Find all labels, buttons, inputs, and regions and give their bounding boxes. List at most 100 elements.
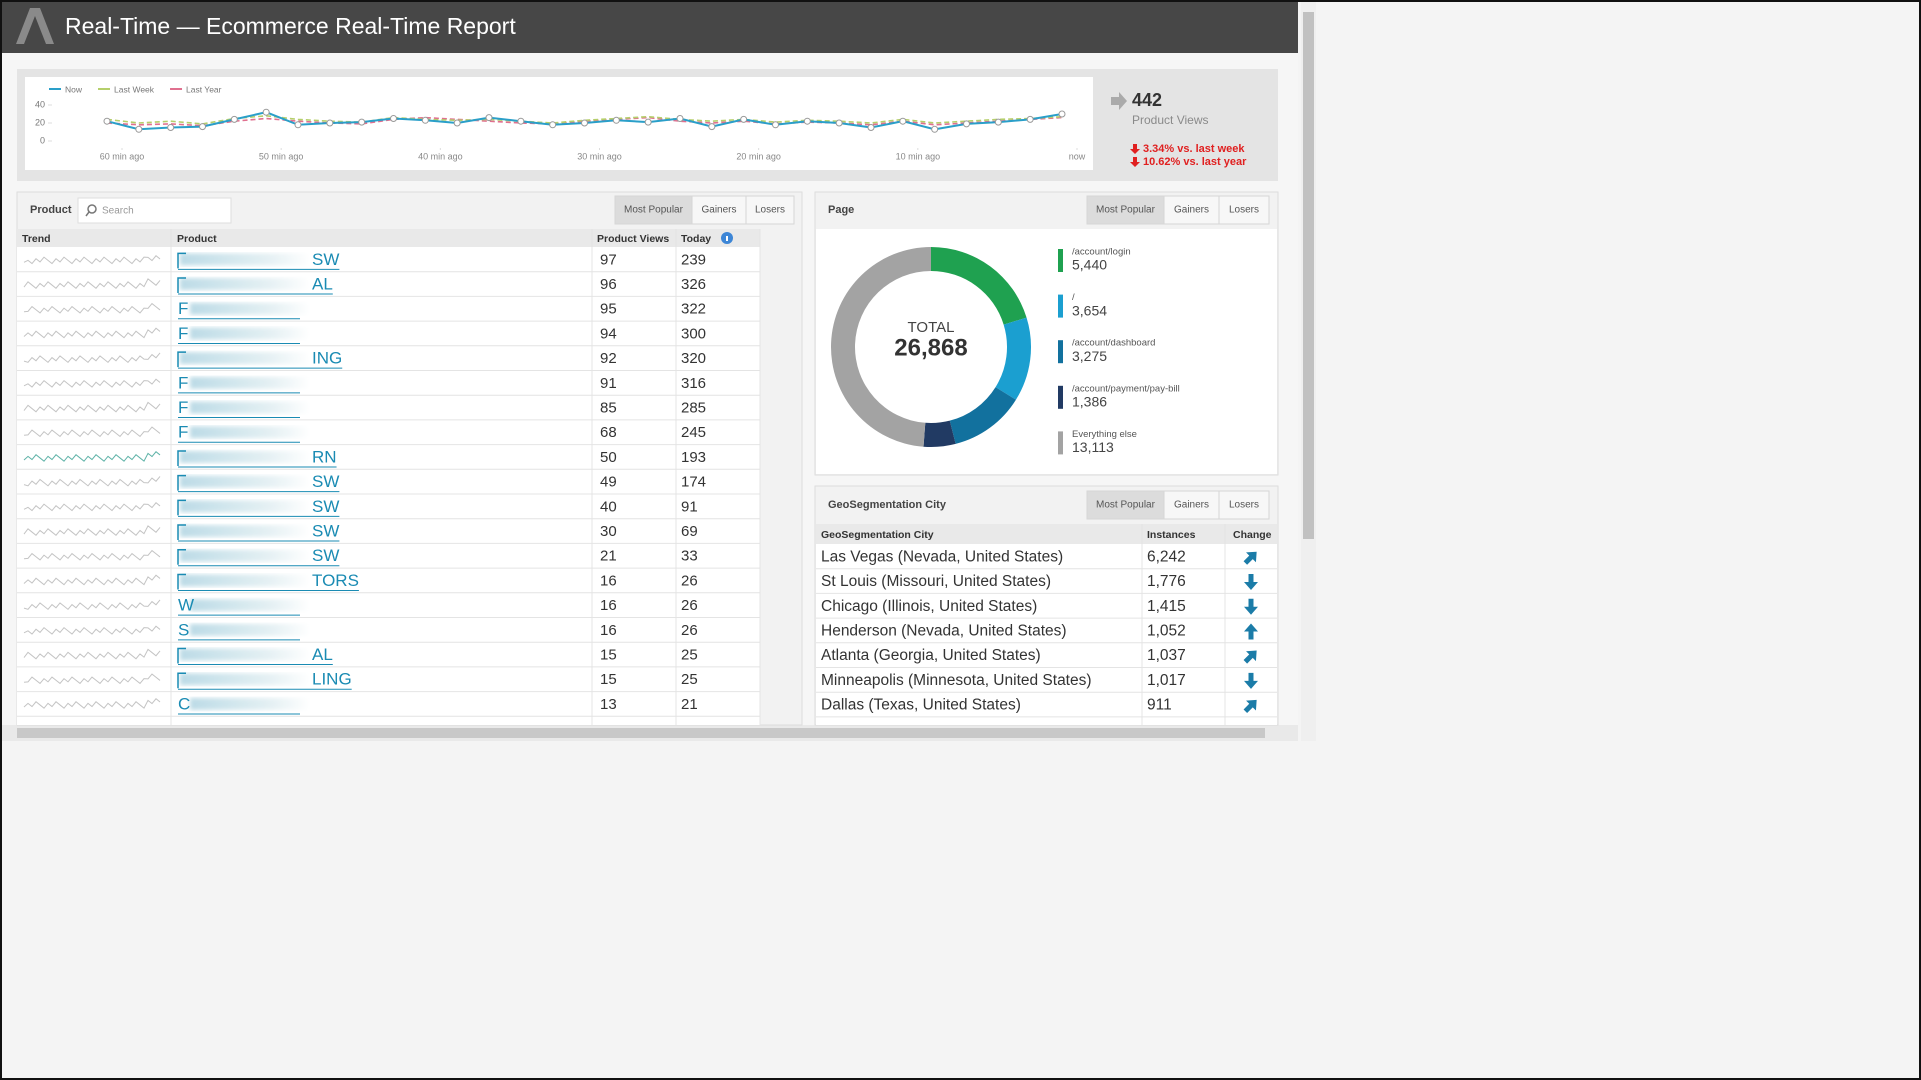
trend-sparkline — [23, 327, 161, 339]
search-box[interactable] — [77, 197, 232, 224]
cell-views: 50 — [600, 449, 617, 466]
summary-label: Product Views — [1132, 113, 1208, 127]
product-link[interactable]: TORS — [312, 571, 359, 590]
blurred-name — [180, 500, 310, 513]
trend-sparkline — [23, 255, 161, 265]
tab-label[interactable]: Losers — [755, 205, 785, 216]
column-header: Product Views — [597, 233, 669, 245]
tab-label[interactable]: Gainers — [1174, 500, 1209, 511]
change-arrow — [1243, 551, 1257, 565]
product-link[interactable]: RN — [312, 447, 337, 466]
product-link[interactable]: ING — [312, 349, 342, 368]
trend-sparkline — [23, 426, 161, 438]
search-placeholder[interactable]: Search — [102, 206, 134, 217]
blurred-name — [180, 648, 310, 661]
trend-sparkline — [23, 599, 161, 611]
product-link[interactable]: F — [178, 324, 188, 343]
column-header: Today — [681, 233, 711, 245]
x-tick-label: 30 min ago — [577, 151, 622, 161]
tab[interactable] — [745, 195, 795, 225]
blurred-name — [180, 450, 310, 463]
tab[interactable] — [1218, 490, 1270, 520]
summary-change: 10.62% vs. last year — [1143, 156, 1247, 168]
point — [294, 121, 302, 129]
column-header: Change — [1233, 529, 1272, 541]
product-link[interactable]: SW — [312, 522, 339, 541]
change-arrow — [1244, 598, 1258, 615]
product-link[interactable]: AL — [312, 275, 333, 294]
point — [358, 118, 366, 126]
tab-label[interactable]: Losers — [1229, 205, 1259, 216]
table-body — [17, 247, 760, 725]
product-link[interactable]: F — [178, 398, 188, 417]
cell-views: 49 — [600, 474, 617, 491]
point — [421, 116, 429, 124]
product-link[interactable]: SW — [312, 250, 339, 269]
blurred-prefix — [177, 573, 186, 590]
legend-bar — [1058, 385, 1063, 409]
cell-today: 316 — [681, 375, 706, 392]
cell-city: Dallas (Texas, United States) — [821, 697, 1021, 714]
point — [581, 119, 588, 127]
blurred-prefix — [177, 252, 186, 269]
cell-today: 33 — [681, 548, 698, 565]
tab-label[interactable]: Most Popular — [1096, 500, 1156, 511]
cell-today: 21 — [681, 696, 698, 713]
product-link[interactable]: F — [178, 299, 188, 318]
cell-views: 16 — [600, 597, 617, 614]
legend-value: 1,386 — [1072, 394, 1107, 410]
tab[interactable] — [614, 195, 693, 225]
point — [1058, 110, 1066, 118]
search-icon — [85, 211, 90, 217]
product-link[interactable]: SW — [312, 472, 339, 491]
cell-views: 13 — [600, 696, 617, 713]
product-link[interactable]: W — [178, 596, 194, 615]
product-link[interactable]: F — [178, 373, 188, 392]
cell-views: 16 — [600, 572, 617, 589]
tab-label[interactable]: Gainers — [1174, 205, 1209, 216]
cell-city: Henderson (Nevada, United States) — [821, 623, 1067, 640]
legend-label: /account/dashboard — [1072, 338, 1155, 349]
product-link[interactable]: F — [178, 423, 188, 442]
legend-label: Now — [65, 84, 83, 94]
search-icon — [87, 204, 97, 214]
product-link[interactable]: C — [178, 694, 190, 713]
tab-label[interactable]: Most Popular — [624, 205, 684, 216]
tab[interactable] — [1086, 490, 1165, 520]
product-link[interactable]: S — [178, 620, 189, 639]
tab[interactable] — [1163, 195, 1220, 225]
product-link[interactable]: AL — [312, 645, 333, 664]
series-line — [106, 114, 1063, 125]
header-title: Real-Time — Ecommerce Real-Time Report — [65, 13, 516, 39]
tab-label[interactable]: Losers — [1229, 500, 1259, 511]
cell-today: 26 — [681, 622, 698, 639]
legend-label: /account/payment/pay-bill — [1072, 383, 1180, 394]
down-arrow — [1130, 144, 1140, 154]
h-scroll-thumb[interactable] — [17, 728, 1265, 738]
summary-arrow — [1111, 92, 1127, 110]
panel-title: GeoSegmentation City — [828, 499, 947, 511]
cell-today: 69 — [681, 523, 698, 540]
tab[interactable] — [691, 195, 747, 225]
column-header: Trend — [22, 233, 51, 245]
point — [835, 119, 843, 127]
product-link[interactable]: SW — [312, 546, 339, 565]
point — [899, 117, 907, 125]
blurred-name — [190, 376, 310, 389]
legend-value: 3,275 — [1072, 348, 1107, 364]
tab-label[interactable]: Most Popular — [1096, 205, 1156, 216]
tab[interactable] — [1218, 195, 1270, 225]
tab[interactable] — [1163, 490, 1220, 520]
trend-sparkline — [23, 673, 161, 685]
product-link[interactable]: LING — [312, 670, 352, 689]
trend-sparkline — [23, 648, 161, 660]
blurred-name — [180, 253, 310, 266]
point — [390, 115, 397, 122]
legend-bar — [1058, 249, 1063, 272]
product-link[interactable]: SW — [312, 497, 339, 516]
trend-sparkline — [23, 378, 161, 388]
tab-label[interactable]: Gainers — [701, 205, 736, 216]
v-scroll-thumb[interactable] — [1303, 12, 1314, 539]
cell-views: 68 — [600, 424, 617, 441]
